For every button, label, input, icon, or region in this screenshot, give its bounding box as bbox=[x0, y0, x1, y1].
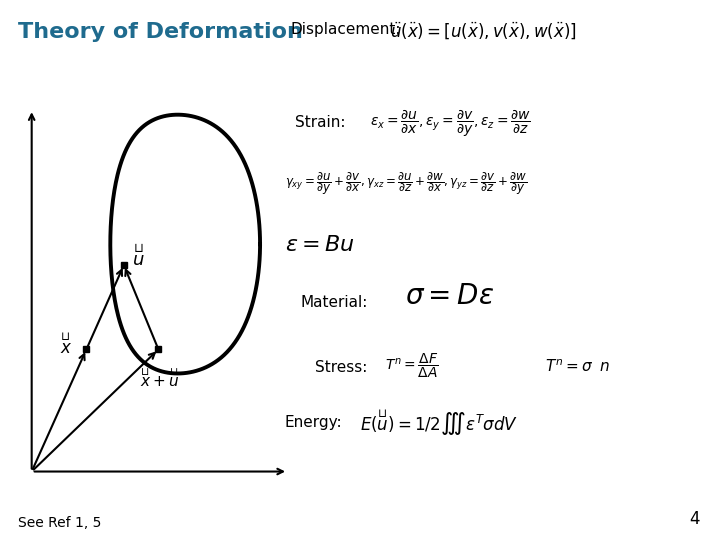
Text: $\gamma_{xy}=\dfrac{\partial u}{\partial y}+\dfrac{\partial v}{\partial x},\gamm: $\gamma_{xy}=\dfrac{\partial u}{\partial… bbox=[285, 170, 528, 197]
Text: Stress:: Stress: bbox=[315, 360, 367, 375]
Text: $\overset{\sqcup}{u}$: $\overset{\sqcup}{u}$ bbox=[132, 244, 145, 269]
Text: $\ddot{u}(\ddot{x})=[u(\ddot{x}),v(\ddot{x}),w(\ddot{x})]$: $\ddot{u}(\ddot{x})=[u(\ddot{x}),v(\ddot… bbox=[390, 20, 577, 40]
Text: 4: 4 bbox=[690, 510, 700, 528]
Text: Material:: Material: bbox=[300, 295, 367, 310]
Text: $\overset{\sqcup}{x}$: $\overset{\sqcup}{x}$ bbox=[60, 333, 73, 357]
Text: Displacement:: Displacement: bbox=[290, 22, 400, 37]
Text: $\varepsilon = Bu$: $\varepsilon = Bu$ bbox=[285, 235, 355, 255]
Text: $E(\overset{\sqcup}{u})=1/2\iiint\varepsilon^{T}\sigma dV$: $E(\overset{\sqcup}{u})=1/2\iiint\vareps… bbox=[360, 408, 518, 438]
Text: Energy:: Energy: bbox=[285, 415, 343, 430]
Text: Strain:: Strain: bbox=[295, 115, 346, 130]
Text: $\sigma = D\varepsilon$: $\sigma = D\varepsilon$ bbox=[405, 282, 494, 310]
Text: $\varepsilon_{x}=\dfrac{\partial u}{\partial x},\varepsilon_{y}=\dfrac{\partial : $\varepsilon_{x}=\dfrac{\partial u}{\par… bbox=[370, 108, 531, 139]
Text: $\overset{\sqcup}{x}+\overset{\sqcup}{u}$: $\overset{\sqcup}{x}+\overset{\sqcup}{u}… bbox=[140, 367, 179, 390]
Text: See Ref 1, 5: See Ref 1, 5 bbox=[18, 516, 102, 530]
Text: $T^{n}=\sigma \;\; n$: $T^{n}=\sigma \;\; n$ bbox=[545, 358, 610, 375]
Text: Theory of Deformation: Theory of Deformation bbox=[18, 22, 303, 42]
Text: $T^{n}=\dfrac{\Delta F}{\Delta A}$: $T^{n}=\dfrac{\Delta F}{\Delta A}$ bbox=[385, 352, 439, 380]
